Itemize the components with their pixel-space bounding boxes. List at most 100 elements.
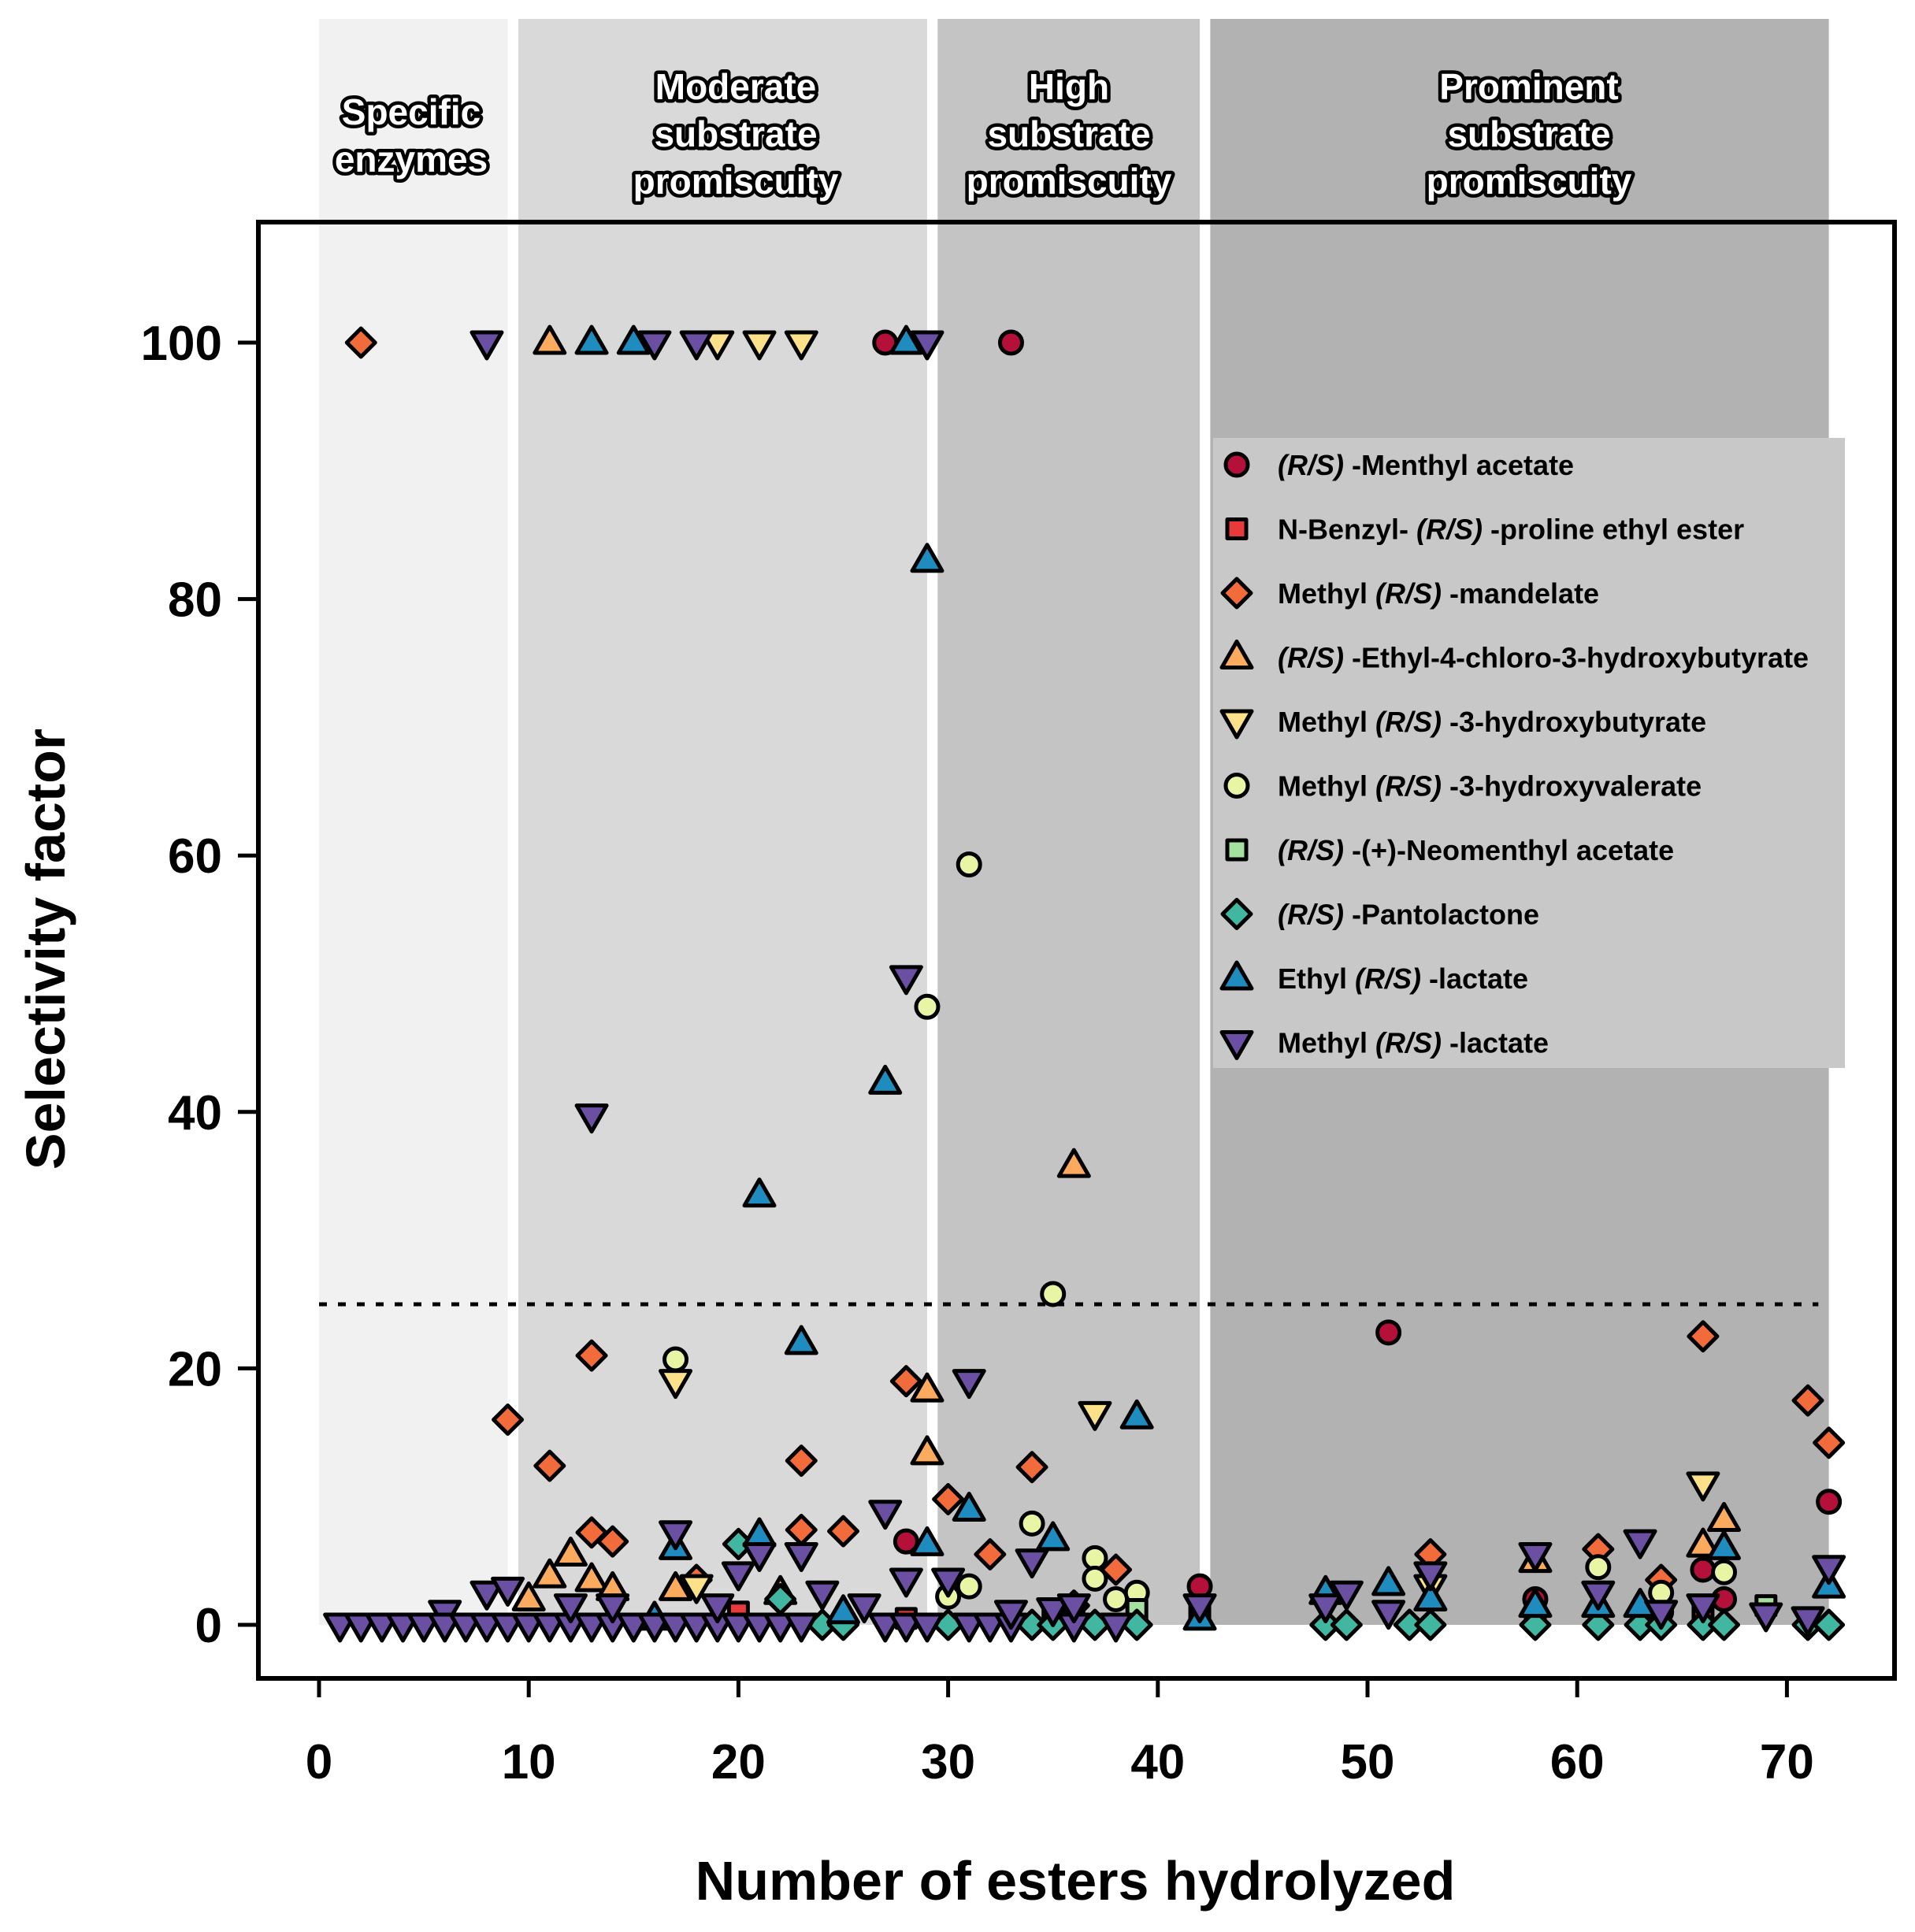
data-point [1414,1608,1447,1641]
y-tick-label: 0 [195,1599,222,1653]
data-point [574,324,609,355]
x-tick-label: 20 [711,1735,766,1789]
legend-marker [1219,709,1254,740]
legend-entry: Methyl (R/S) -3-hydroxyvalerate [1278,770,1702,803]
region-high [937,19,1201,1625]
legend-entry: N-Benzyl- (R/S) -proline ethyl ester [1278,514,1744,546]
data-point [910,1435,945,1466]
data-point [1119,1399,1154,1430]
data-point [469,330,504,361]
data-point [1581,1580,1616,1611]
data-point [659,1570,693,1601]
data-point [827,1515,859,1548]
data-point [596,1593,630,1624]
legend-marker [1219,960,1254,991]
data-point [662,1346,689,1373]
data-point [868,1064,903,1095]
data-point [1036,1521,1071,1552]
data-point [931,1567,966,1598]
y-tick-label: 20 [168,1342,222,1396]
data-point [784,1325,818,1355]
data-point [910,330,945,361]
data-point [1056,1593,1091,1624]
region-label-moderate: promiscuity [633,161,839,202]
x-tick-label: 60 [1550,1735,1605,1789]
data-point [847,1593,881,1624]
data-point [1690,1556,1716,1583]
data-points [323,324,1846,1643]
data-point [742,1177,777,1208]
data-point [574,1103,609,1134]
legend-marker [1219,1030,1254,1060]
x-tick-label: 10 [502,1735,556,1789]
legend-marker [1219,640,1254,669]
data-point [553,1536,588,1567]
x-tick-label: 0 [306,1735,332,1789]
region-label-high: substrate [987,113,1150,154]
region-label-prominent: promiscuity [1427,161,1632,202]
y-axis: 0 20 40 60 80 100 [141,317,261,1653]
x-tick-label: 50 [1341,1735,1395,1789]
data-point [952,1369,986,1400]
y-tick-label: 80 [168,573,222,628]
legend-entry: (R/S) -(+)-Neomenthyl acetate [1278,834,1674,866]
data-point [889,1365,922,1398]
legend-entry: Methyl (R/S) -lactate [1278,1027,1549,1059]
data-point [1585,1554,1612,1581]
data-point [721,1561,755,1592]
data-point [575,1339,608,1372]
data-point [511,1581,546,1611]
data-point [1686,1471,1720,1502]
data-point [1686,1593,1720,1624]
data-point [826,1594,860,1625]
region-label-high: High [1029,66,1109,107]
y-tick-label: 60 [168,829,222,884]
data-point [344,326,377,359]
data-point [553,1593,588,1624]
data-point [1330,1608,1363,1641]
data-point [1623,1529,1657,1559]
data-point [1413,1581,1448,1611]
data-point [889,324,923,355]
legend-box [1213,438,1845,1068]
data-point [679,1574,714,1604]
region-label-moderate: substrate [654,113,817,154]
legend-entry: (R/S) -Ethyl-4-chloro-3-hydroxybutyrate [1278,642,1809,674]
y-tick-label: 100 [141,317,222,371]
data-point [974,1537,1007,1570]
data-point [784,1541,818,1572]
legend-marker [1223,773,1250,799]
data-point [932,1482,965,1515]
data-point [616,324,651,355]
region-labels: Specific enzymes Moderate substrate promiscu… [331,63,1635,206]
data-point [1812,1555,1846,1585]
data-point [956,1573,982,1600]
series-3 [344,326,1846,1622]
data-point [914,993,941,1020]
data-point [1082,1565,1108,1592]
data-point [1707,1502,1742,1533]
data-point [1813,1426,1846,1459]
region-label-specific: Specific [342,91,481,132]
legend-marker [1220,898,1253,930]
legend-entry: (R/S) -Pantolactone [1278,899,1539,931]
data-point [1375,1319,1402,1346]
data-point [637,330,672,361]
legend-entry: Methyl (R/S) -mandelate [1278,577,1599,610]
data-point [1308,1593,1343,1624]
data-point [784,1612,818,1643]
data-point [1687,1320,1720,1353]
data-point [889,1567,923,1598]
region-label-high: promiscuity [967,161,1172,202]
data-point [533,1449,566,1482]
series-10 [323,330,1846,1643]
legend-marker [1225,838,1249,862]
data-point [659,1520,693,1551]
data-point [910,1372,945,1403]
data-point [1813,1608,1846,1641]
data-point [533,1558,567,1589]
data-point [1686,1527,1720,1558]
data-point [1019,1510,1045,1537]
x-tick-label: 40 [1130,1735,1185,1789]
